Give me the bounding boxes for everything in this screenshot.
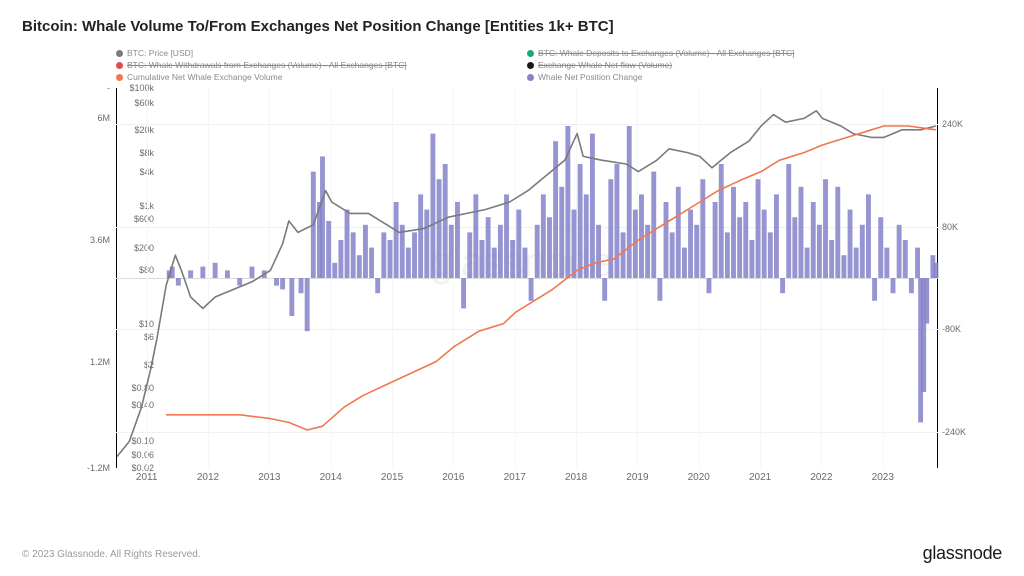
y1-tick: 3.6M: [70, 235, 110, 245]
x-tick: 2019: [626, 472, 648, 483]
y3-tick: -80K: [942, 324, 961, 334]
y3-tick: 240K: [942, 119, 963, 129]
x-tick: 2023: [872, 472, 894, 483]
y1-tick: 6M: [70, 113, 110, 123]
x-tick: 2012: [197, 472, 219, 483]
y3-tick: -240K: [942, 427, 966, 437]
x-tick: 2016: [442, 472, 464, 483]
x-tick: 2021: [749, 472, 771, 483]
brand-logo: glassnode: [923, 543, 1002, 564]
chart-title: Bitcoin: Whale Volume To/From Exchanges …: [22, 18, 614, 35]
chart-area: BTC: Price [USD]BTC: Whale Withdrawals f…: [70, 48, 984, 508]
x-tick: 2014: [320, 472, 342, 483]
plot-region: [116, 88, 938, 468]
x-tick: 2011: [136, 472, 158, 483]
legend-item: BTC: Whale Deposits to Exchanges (Volume…: [527, 48, 938, 59]
line-series: [117, 88, 939, 468]
credit-text: © 2023 Glassnode. All Rights Reserved.: [22, 549, 201, 560]
y1-tick: -: [70, 83, 110, 93]
x-tick: 2017: [504, 472, 526, 483]
legend-item: BTC: Whale Withdrawals from Exchanges (V…: [116, 60, 527, 71]
legend-item: Exchange Whale Net-flow (Volume): [527, 60, 938, 71]
legend-item: BTC: Price [USD]: [116, 48, 527, 59]
legend-item: Whale Net Position Change: [527, 72, 938, 83]
y1-tick: 1.2M: [70, 357, 110, 367]
y1-tick: -1.2M: [70, 463, 110, 473]
x-tick: 2013: [258, 472, 280, 483]
legend-item: Cumulative Net Whale Exchange Volume: [116, 72, 527, 83]
x-tick: 2015: [381, 472, 403, 483]
x-tick: 2022: [810, 472, 832, 483]
x-tick: 2020: [688, 472, 710, 483]
y3-tick: 80K: [942, 222, 958, 232]
legend: BTC: Price [USD]BTC: Whale Withdrawals f…: [116, 48, 938, 84]
x-tick: 2018: [565, 472, 587, 483]
